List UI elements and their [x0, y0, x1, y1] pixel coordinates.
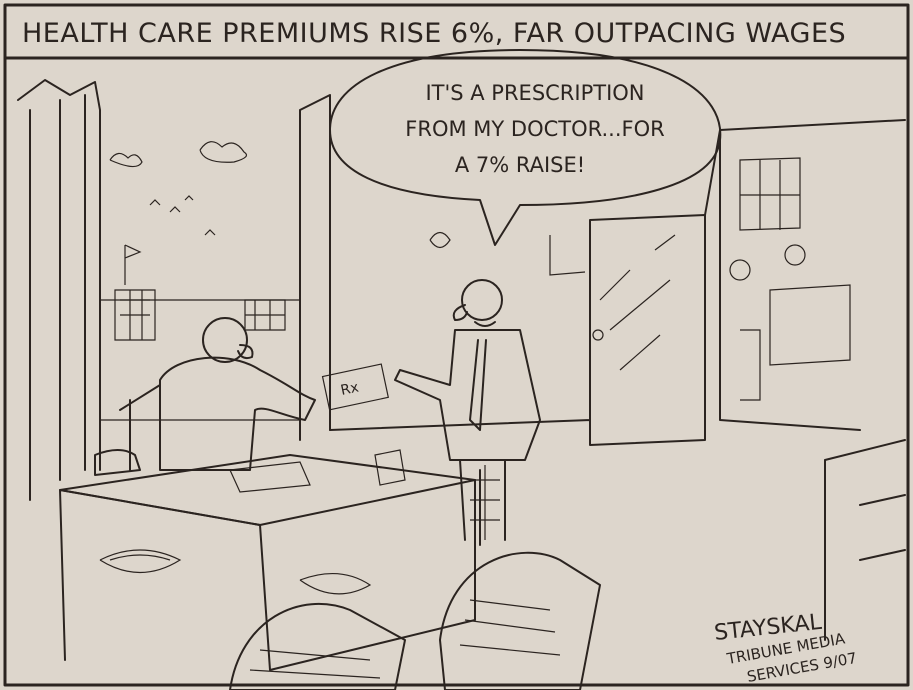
speech-line: IT'S A PRESCRIPTION — [425, 81, 644, 105]
speech-line: FROM MY DOCTOR...FOR — [405, 117, 664, 141]
cartoon: HEALTH CARE PREMIUMS RISE 6%, FAR OUTPAC… — [0, 0, 913, 690]
speech-line: A 7% RAISE! — [455, 153, 585, 177]
caption: HEALTH CARE PREMIUMS RISE 6%, FAR OUTPAC… — [22, 18, 846, 49]
